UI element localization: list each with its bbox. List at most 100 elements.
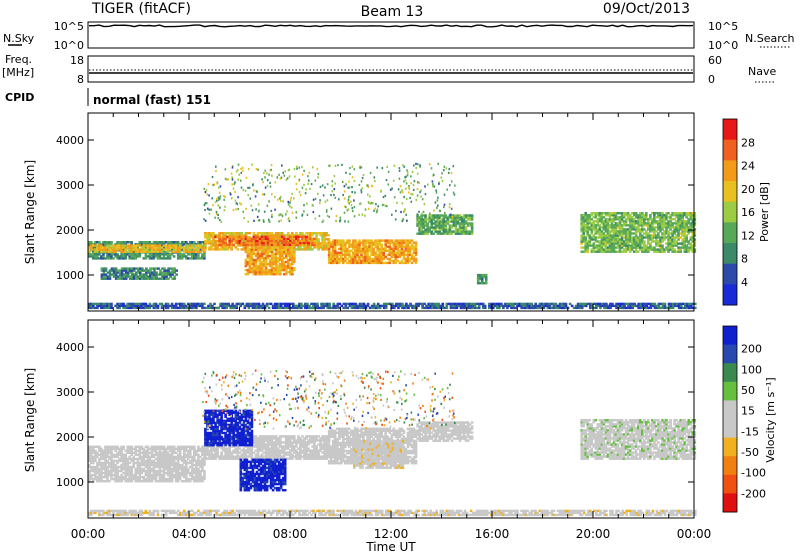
heatmap-cell (350, 261, 353, 265)
heatmap-cell (154, 244, 158, 247)
heatmap-speckle (325, 209, 328, 212)
heatmap-cell (260, 232, 264, 235)
heatmap-cell (149, 277, 152, 280)
heatmap-speckle (205, 202, 208, 205)
heatmap-cell (614, 238, 618, 241)
heatmap-cell (236, 239, 240, 243)
heatmap-cell (321, 246, 324, 249)
heatmap-cell (134, 250, 138, 253)
heatmap-cell (602, 232, 606, 235)
heatmap-cell (612, 228, 616, 231)
heatmap-cell (165, 273, 168, 276)
heatmap-cell (323, 246, 326, 249)
heatmap-cell (264, 258, 268, 262)
heatmap-cell (189, 243, 192, 246)
heatmap-cell (630, 228, 634, 231)
heatmap-cell (287, 232, 290, 235)
heatmap-cell (612, 214, 616, 217)
heatmap-speckle (367, 200, 370, 204)
heatmap-cell (104, 277, 108, 280)
heatmap-cell (687, 250, 690, 253)
heatmap-cell (414, 259, 418, 263)
heatmap-cell (242, 240, 246, 243)
heatmap-cell (246, 273, 250, 276)
heatmap-cell (154, 246, 158, 249)
heatmap-cell (287, 252, 290, 256)
heatmap-cell (141, 275, 144, 278)
heatmap-speckle (347, 200, 350, 203)
heatmap-cell (156, 246, 160, 249)
heatmap-cell (376, 241, 379, 244)
heatmap-speckle (364, 214, 366, 217)
heatmap-cell (414, 247, 418, 250)
heatmap-cell (144, 244, 148, 247)
heatmap-speckle (280, 195, 282, 199)
heatmap-cell (352, 239, 355, 242)
heatmap-cell (630, 238, 634, 241)
heatmap-speckle (219, 206, 221, 209)
heatmap-cell (254, 243, 258, 247)
heatmap-speckle (347, 186, 349, 189)
heatmap-cell (484, 279, 488, 283)
heatmap-cell (586, 220, 589, 223)
heatmap-cell (303, 248, 306, 251)
heatmap-speckle (410, 200, 413, 203)
heatmap-cell (289, 264, 292, 268)
heatmap-cell (598, 232, 602, 235)
heatmap-cell (142, 244, 146, 247)
heatmap-cell (293, 234, 296, 237)
heatmap-cell (258, 246, 262, 249)
heatmap-cell (176, 243, 180, 246)
heatmap-cell (299, 234, 302, 237)
heatmap-cell (412, 247, 416, 250)
heatmap-cell (254, 264, 258, 268)
heatmap-cell (422, 224, 425, 227)
heatmap-cell (293, 254, 296, 258)
heatmap-cell (280, 260, 284, 264)
heatmap-cell (366, 241, 369, 244)
heatmap-cell (620, 234, 624, 237)
heatmap-speckle (217, 216, 219, 220)
heatmap-cell (124, 250, 127, 253)
heatmap-cell (135, 275, 138, 278)
heatmap-cell (622, 232, 626, 235)
heatmap-cell (309, 244, 312, 247)
heatmap-cell (305, 241, 308, 245)
heatmap-cell (618, 212, 622, 215)
heatmap-cell (244, 242, 248, 245)
heatmap-speckle (440, 176, 443, 179)
heatmap-cell (632, 240, 636, 243)
heatmap-cell (299, 246, 302, 249)
heatmap-cell (134, 243, 138, 246)
heatmap-speckle (287, 169, 290, 172)
heatmap-cell (307, 246, 310, 249)
heatmap-cell (134, 246, 138, 249)
heatmap-speckle (362, 174, 365, 177)
heatmap-cell (632, 246, 636, 249)
heatmap-cell (340, 249, 343, 252)
heatmap-cell (426, 218, 429, 221)
heatmap-cell (618, 222, 622, 225)
heatmap-cell (616, 216, 620, 219)
heatmap-cell (203, 257, 206, 260)
heatmap-cell (484, 277, 488, 281)
heatmap-cell (282, 273, 286, 276)
heatmap-cell (114, 269, 118, 272)
heatmap-cell (94, 248, 97, 251)
heatmap-cell (191, 257, 194, 260)
heatmap-cell (612, 244, 616, 247)
heatmap-cell (297, 237, 300, 240)
heatmap-speckle (284, 170, 286, 173)
heatmap-cell (144, 248, 148, 251)
heatmap-cell (146, 250, 150, 253)
heatmap-cell (244, 264, 248, 268)
heatmap-cell (438, 224, 442, 227)
heatmap-speckle (433, 209, 435, 212)
heatmap-cell (356, 241, 359, 244)
heatmap-cell (594, 240, 598, 243)
heatmap-cell (364, 243, 367, 246)
heatmap-cell (430, 216, 433, 219)
heatmap-cell (165, 275, 168, 278)
heatmap-cell (274, 252, 278, 256)
heatmap-cell (165, 271, 168, 274)
